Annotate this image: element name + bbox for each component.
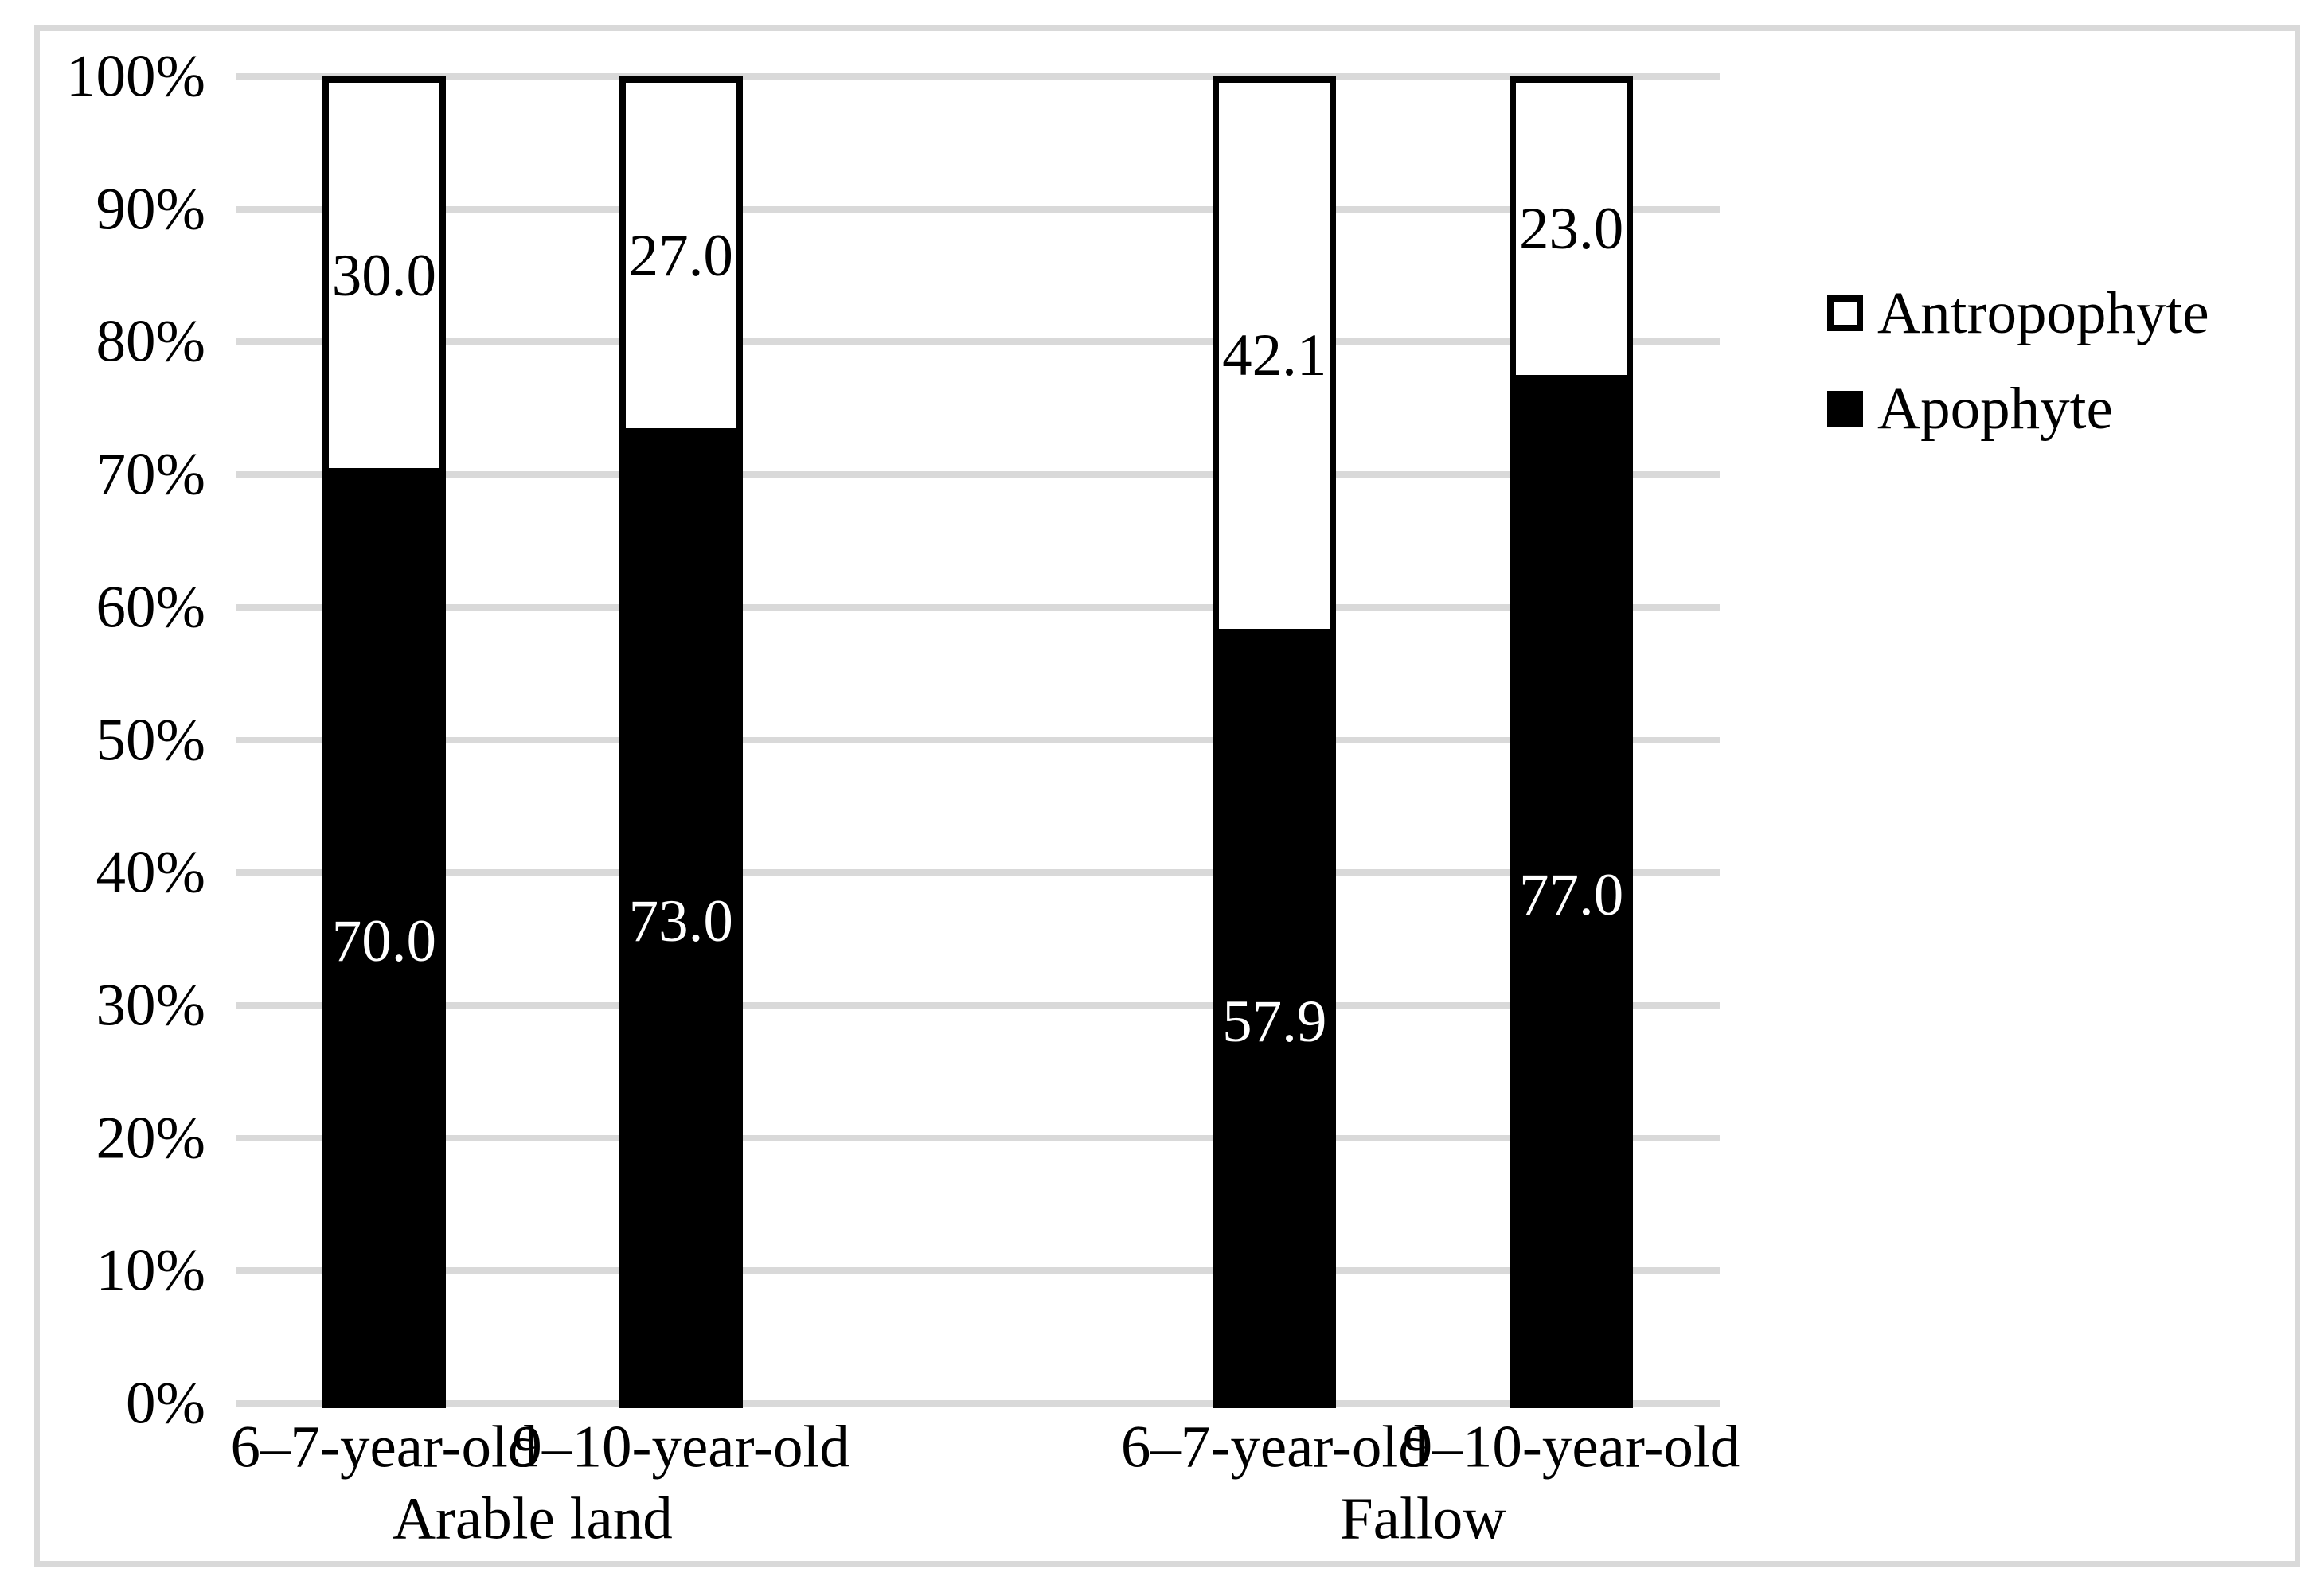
y-axis-tick-label: 80% (96, 308, 205, 375)
x-axis-line (236, 1400, 1720, 1407)
bar-value-label: 23.0 (1518, 196, 1624, 263)
y-axis-tick-label: 0% (126, 1370, 205, 1437)
bar-segment-antropophyte: 42.1 (1213, 76, 1337, 635)
bar-value-label: 77.0 (1518, 861, 1624, 928)
y-axis-tick-label: 20% (96, 1105, 205, 1172)
y-axis-tick-label: 70% (96, 441, 205, 508)
legend-swatch-apophyte-icon (1827, 391, 1863, 427)
bar-value-label: 42.1 (1222, 322, 1327, 389)
x-axis-group-label: Arable land (392, 1485, 673, 1552)
legend-label-antropophyte: Antropophyte (1877, 280, 2209, 346)
bar-segment-antropophyte: 27.0 (619, 76, 743, 435)
bar: 23.0 77.0 (1510, 76, 1634, 1408)
y-axis-tick-label: 60% (96, 574, 205, 641)
gridline (236, 1267, 1720, 1274)
bar: 42.1 57.9 (1213, 76, 1337, 1408)
gridline (236, 603, 1720, 611)
gridline (236, 1001, 1720, 1009)
legend-item-apophyte: Apophyte (1827, 379, 2113, 439)
bar-segment-antropophyte: 30.0 (322, 76, 446, 475)
y-axis-tick-label: 10% (96, 1237, 205, 1304)
bar-value-label: 27.0 (628, 222, 733, 289)
gridline (236, 338, 1720, 345)
bar: 27.0 73.0 (619, 76, 743, 1408)
gridline (236, 73, 1720, 80)
gridline (236, 205, 1720, 213)
x-axis-group-label: Fallow (1340, 1485, 1506, 1552)
gridline (236, 471, 1720, 478)
bar: 30.0 70.0 (322, 76, 446, 1408)
figure-border (34, 25, 2300, 1567)
y-axis-tick-label: 90% (96, 176, 205, 243)
bar-value-label: 30.0 (331, 242, 437, 309)
gridline (236, 869, 1720, 876)
bar-segment-antropophyte: 23.0 (1510, 76, 1634, 382)
x-axis-tick-label: 9–10-year-old (1402, 1414, 1740, 1481)
bar-value-label: 73.0 (628, 888, 733, 955)
y-axis-tick-label: 40% (96, 839, 205, 906)
x-axis-tick-label: 6–7-year-old (1120, 1414, 1428, 1481)
bar-value-label: 57.9 (1222, 988, 1327, 1055)
legend-swatch-antropophyte-icon (1827, 295, 1863, 331)
y-axis-tick-label: 50% (96, 707, 205, 773)
x-axis-tick-label: 9–10-year-old (512, 1414, 850, 1481)
bar-segment-apophyte: 57.9 (1213, 634, 1337, 1408)
legend-label-apophyte: Apophyte (1877, 376, 2113, 442)
bar-segment-apophyte: 70.0 (322, 474, 446, 1408)
y-axis-tick-label: 30% (96, 972, 205, 1039)
bar-segment-apophyte: 77.0 (1510, 381, 1634, 1408)
gridline (236, 1134, 1720, 1141)
bar-segment-apophyte: 73.0 (619, 435, 743, 1408)
gridline (236, 736, 1720, 743)
y-axis-tick-label: 100% (66, 43, 205, 110)
bar-value-label: 70.0 (331, 908, 437, 975)
x-axis-tick-label: 6–7-year-old (230, 1414, 538, 1481)
legend-item-antropophyte: Antropophyte (1827, 283, 2209, 343)
